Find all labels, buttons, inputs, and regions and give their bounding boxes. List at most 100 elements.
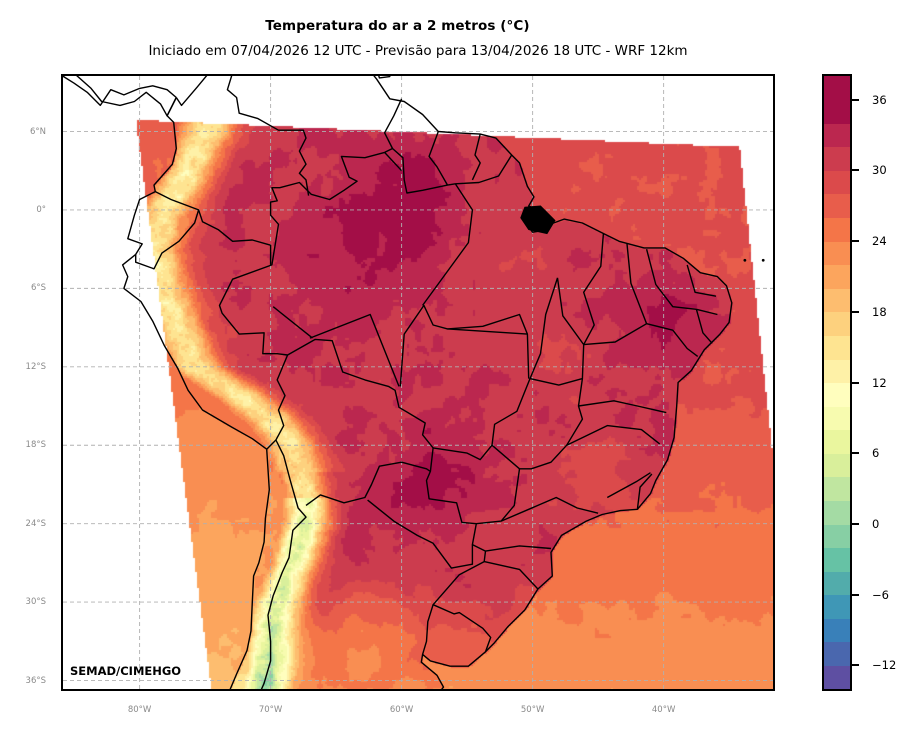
island-dot bbox=[761, 258, 765, 262]
colorbar-tick-label: 12 bbox=[872, 375, 887, 390]
political-border bbox=[578, 400, 667, 414]
political-border bbox=[135, 209, 200, 270]
political-border bbox=[485, 545, 552, 552]
political-border bbox=[583, 323, 699, 357]
political-border bbox=[529, 277, 585, 386]
political-border bbox=[686, 264, 717, 297]
colorbar-bin bbox=[824, 406, 850, 431]
colorbar-bin bbox=[824, 382, 850, 407]
colorbar-bin bbox=[824, 264, 850, 289]
colorbar-bin bbox=[824, 453, 850, 478]
political-border bbox=[636, 473, 653, 510]
political-border bbox=[154, 190, 272, 265]
lat-tick-label: 6°N bbox=[29, 126, 46, 137]
temperature-field bbox=[63, 76, 773, 689]
colorbar-tick bbox=[852, 381, 859, 384]
political-border bbox=[226, 76, 310, 196]
colorbar-tick bbox=[852, 169, 859, 172]
colorbar-bin bbox=[824, 288, 850, 313]
colorbar-tick-label: 18 bbox=[872, 304, 887, 319]
political-border bbox=[383, 98, 403, 149]
political-border bbox=[583, 233, 605, 345]
coastline-central-america bbox=[63, 76, 177, 117]
watermark: SEMAD/CIMEHGO bbox=[70, 664, 182, 678]
colorbar-bin bbox=[824, 217, 850, 242]
political-border bbox=[272, 306, 313, 339]
political-border bbox=[367, 499, 474, 569]
colorbar-tick-label: −12 bbox=[872, 658, 897, 673]
colorbar-tick bbox=[852, 593, 859, 596]
colorbar-tick-label: 30 bbox=[872, 163, 887, 178]
island-dot bbox=[743, 258, 747, 262]
colorbar-tick-label: 24 bbox=[872, 234, 887, 249]
map-plot-area: SEMAD/CIMEHGO bbox=[61, 74, 775, 691]
island-outline bbox=[378, 76, 391, 79]
lon-tick-label: 40°W bbox=[651, 705, 676, 715]
colorbar-bin bbox=[824, 358, 850, 384]
colorbar-bin bbox=[824, 594, 850, 619]
coastline-south-america bbox=[121, 76, 733, 689]
political-border bbox=[626, 243, 648, 324]
political-border bbox=[218, 147, 513, 653]
political-border bbox=[447, 313, 529, 335]
colorbar-bin bbox=[824, 571, 850, 596]
lon-tick-label: 80°W bbox=[127, 705, 152, 715]
colorbar-bin bbox=[824, 523, 850, 549]
lat-tick-label: 12°S bbox=[25, 361, 46, 372]
political-border bbox=[566, 424, 661, 446]
colorbar-tick bbox=[852, 310, 859, 313]
chart-title: Temperatura do ar a 2 metros (°C) bbox=[265, 18, 530, 34]
lat-tick-label: 30°S bbox=[25, 597, 46, 608]
colorbar-bin bbox=[824, 429, 850, 454]
colorbar-bin bbox=[824, 241, 850, 266]
colorbar-bin bbox=[824, 476, 850, 501]
colorbar-bin bbox=[824, 146, 850, 171]
political-border bbox=[421, 604, 434, 655]
colorbar-tick-label: 36 bbox=[872, 92, 887, 107]
colorbar-tick-label: 0 bbox=[872, 516, 880, 531]
lat-tick-label: 36°S bbox=[25, 675, 46, 686]
colorbar-bin bbox=[824, 76, 850, 101]
colorbar-tick bbox=[852, 664, 859, 667]
colorbar-bin bbox=[824, 335, 850, 360]
colorbar-tick-label: 6 bbox=[872, 446, 880, 461]
lon-tick-label: 70°W bbox=[258, 705, 283, 715]
political-border bbox=[645, 249, 718, 316]
lat-tick-label: 24°S bbox=[25, 518, 46, 529]
colorbar-bin bbox=[824, 311, 850, 336]
colorbar-bin bbox=[824, 170, 850, 195]
political-border bbox=[309, 313, 400, 387]
political-border bbox=[606, 472, 651, 499]
colorbar-tick bbox=[852, 240, 859, 243]
political-border bbox=[384, 151, 403, 172]
colorbar-bin bbox=[824, 123, 850, 148]
political-border bbox=[500, 496, 599, 522]
map-overlay bbox=[63, 76, 773, 689]
colorbar-bin bbox=[824, 618, 850, 643]
political-border bbox=[484, 560, 539, 590]
political-border bbox=[695, 309, 713, 344]
colorbar-bin bbox=[824, 193, 850, 219]
colorbar bbox=[822, 74, 852, 691]
colorbar-tick bbox=[852, 452, 859, 455]
colorbar-bin bbox=[824, 500, 850, 525]
colorbar-bin bbox=[824, 665, 850, 689]
political-border bbox=[260, 439, 307, 689]
lat-tick-label: 18°S bbox=[25, 440, 46, 451]
colorbar-bin bbox=[824, 641, 850, 667]
political-border bbox=[432, 444, 493, 461]
colorbar-tick bbox=[852, 98, 859, 101]
chart-subtitle: Iniciado em 07/04/2026 12 UTC - Previsão… bbox=[148, 43, 688, 59]
lon-tick-label: 60°W bbox=[389, 705, 414, 715]
political-border bbox=[399, 304, 530, 387]
colorbar-tick bbox=[852, 522, 859, 525]
political-border bbox=[491, 378, 584, 470]
lat-tick-label: 6°S bbox=[30, 283, 46, 294]
colorbar-bin bbox=[824, 547, 850, 572]
political-border bbox=[471, 133, 481, 181]
lon-tick-label: 50°W bbox=[520, 705, 545, 715]
political-border bbox=[266, 354, 289, 450]
political-border bbox=[422, 183, 474, 306]
lat-tick-label: 0° bbox=[36, 204, 46, 215]
amazon-delta-coast bbox=[520, 205, 556, 235]
